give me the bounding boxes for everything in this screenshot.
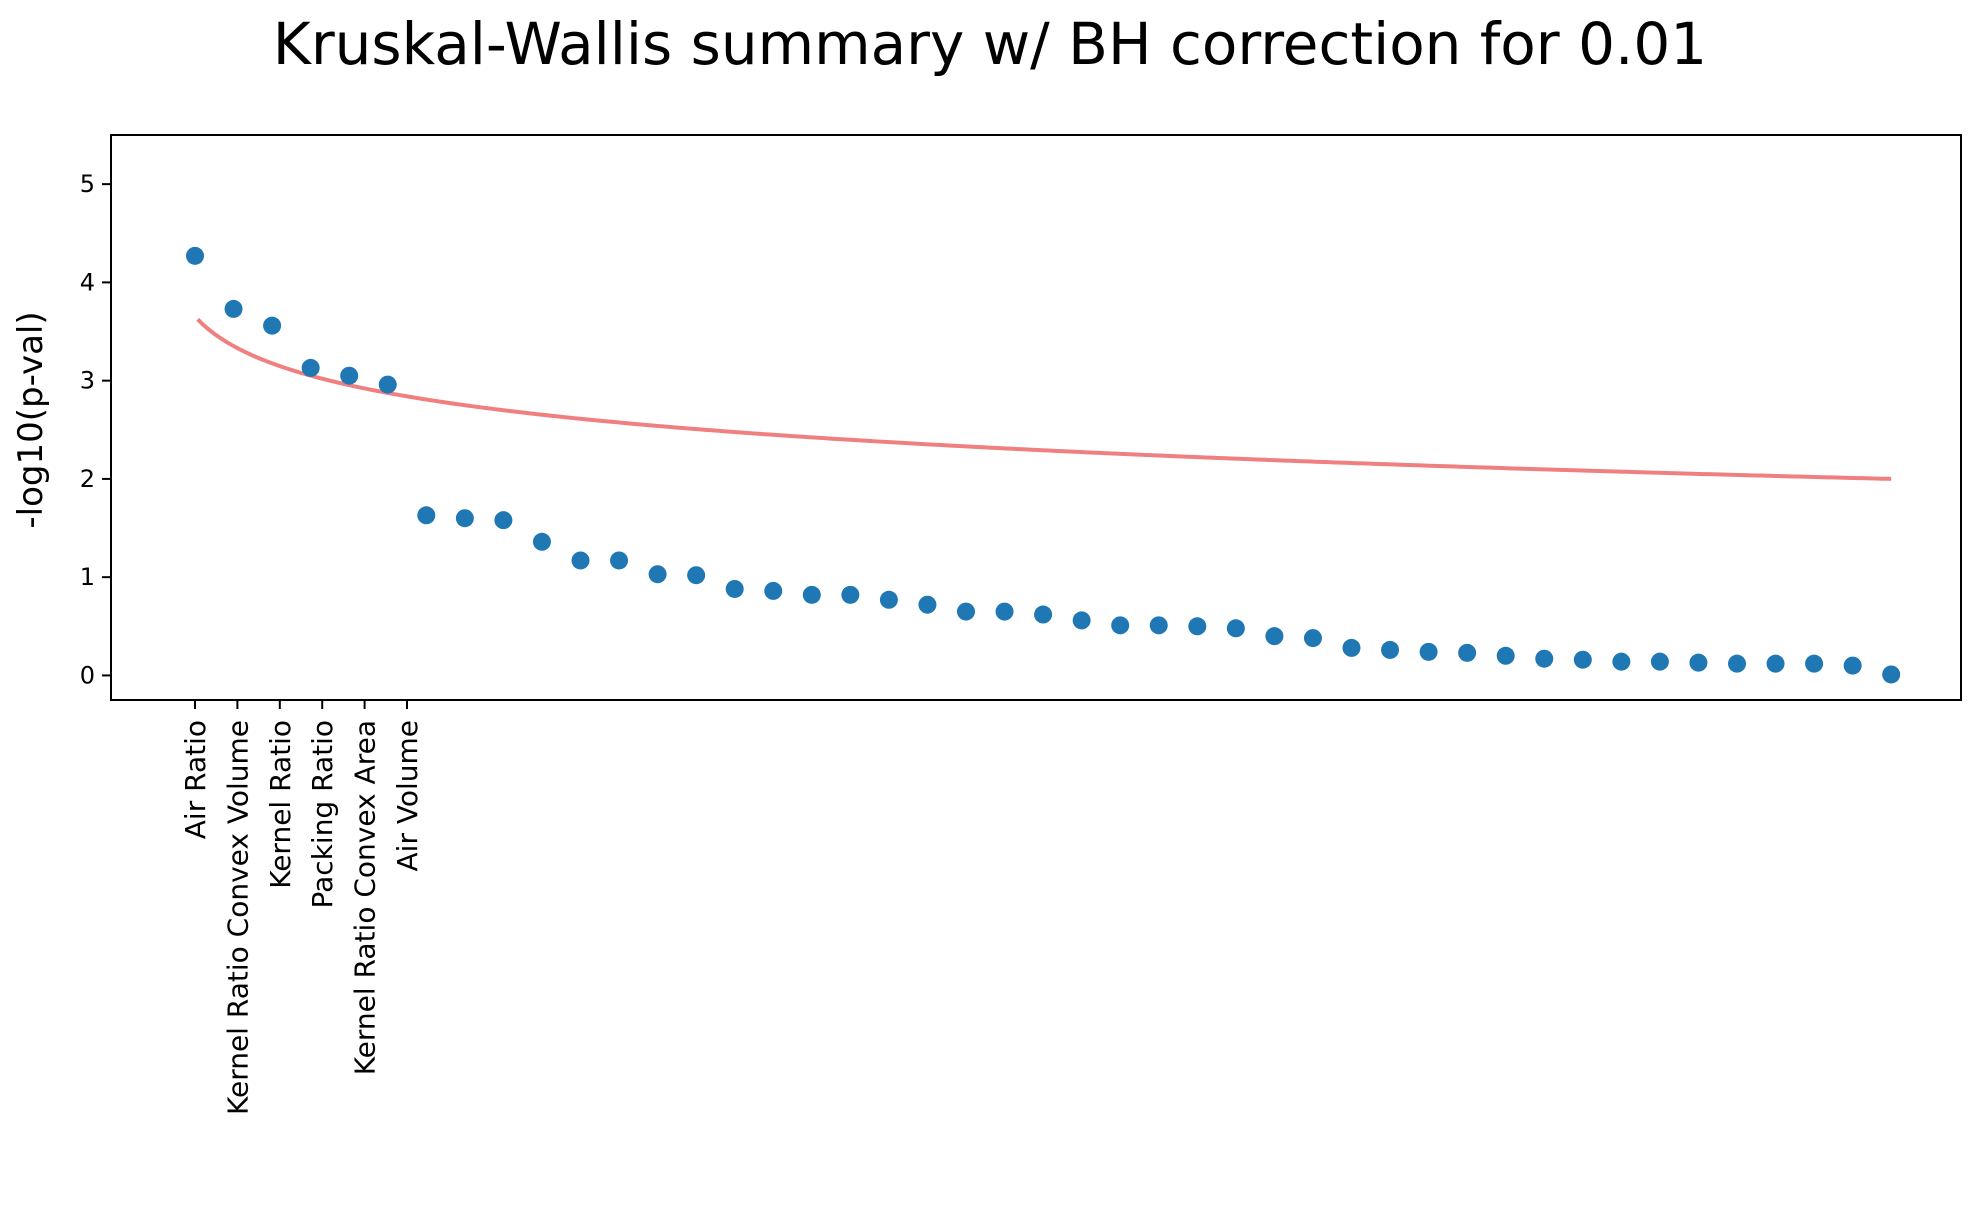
y-tick-label: 2 [80, 465, 95, 493]
x-tick-label: Kernel Ratio Convex Area [349, 720, 382, 1075]
data-point [1419, 642, 1438, 661]
x-tick-label: Kernel Ratio Convex Volume [221, 720, 254, 1115]
data-point [1034, 605, 1053, 624]
data-point [1650, 652, 1669, 671]
chart-title: Kruskal-Wallis summary w/ BH correction … [273, 10, 1707, 78]
x-tick-label: Kernel Ratio [264, 720, 297, 889]
data-point [1689, 653, 1708, 672]
data-point [1072, 611, 1091, 630]
data-point [764, 581, 783, 600]
data-point [532, 532, 551, 551]
data-point [417, 506, 436, 525]
threshold-layer [196, 317, 1892, 481]
y-ticks-layer: 0 1 2 3 4 5 [80, 170, 111, 689]
data-point [1766, 654, 1785, 673]
x-tick-label: Air Volume [391, 720, 424, 871]
data-point [186, 246, 204, 265]
data-point [1226, 619, 1245, 638]
x-ticks-layer: Air Ratio Kernel Ratio Convex Volume Kerne… [179, 700, 424, 1115]
data-point [841, 585, 860, 604]
data-point [1111, 616, 1130, 635]
data-point [1535, 649, 1554, 668]
data-point [1149, 616, 1168, 635]
x-tick-label: Air Ratio [179, 720, 212, 839]
y-tick-label: 5 [80, 170, 95, 198]
data-point [1843, 656, 1862, 675]
data-point [1805, 654, 1824, 673]
x-tick-label: Packing Ratio [306, 720, 339, 908]
data-point [1728, 654, 1746, 673]
data-point [648, 565, 667, 584]
data-point [957, 602, 975, 621]
data-point [224, 299, 243, 318]
y-tick-label: 0 [80, 661, 95, 689]
y-tick-label: 4 [80, 268, 95, 296]
data-point [1303, 629, 1322, 648]
y-axis-label: -log10(p-val) [11, 311, 51, 528]
y-tick-label: 1 [80, 563, 95, 591]
data-point [1573, 650, 1592, 669]
data-point [918, 595, 937, 614]
data-point [610, 551, 629, 570]
points-layer [186, 246, 1901, 684]
data-point [995, 602, 1014, 621]
plot-frame [110, 134, 1962, 701]
data-point [455, 509, 474, 528]
data-point [571, 551, 590, 570]
data-point [1496, 646, 1515, 665]
data-point [1265, 627, 1284, 646]
data-point [687, 566, 706, 585]
data-point [1188, 617, 1207, 636]
data-point [301, 358, 320, 377]
data-point [494, 511, 513, 530]
data-point [378, 375, 397, 394]
data-point [263, 316, 282, 335]
data-point [340, 366, 359, 385]
data-point [1381, 640, 1400, 659]
data-point [1458, 643, 1477, 662]
data-point [879, 590, 898, 609]
data-point [1342, 638, 1361, 657]
data-point [1882, 665, 1901, 684]
y-tick-label: 3 [80, 367, 95, 395]
bh-threshold-line [196, 317, 1892, 481]
data-point [802, 585, 821, 604]
data-point [725, 579, 744, 598]
data-point [1612, 652, 1631, 671]
